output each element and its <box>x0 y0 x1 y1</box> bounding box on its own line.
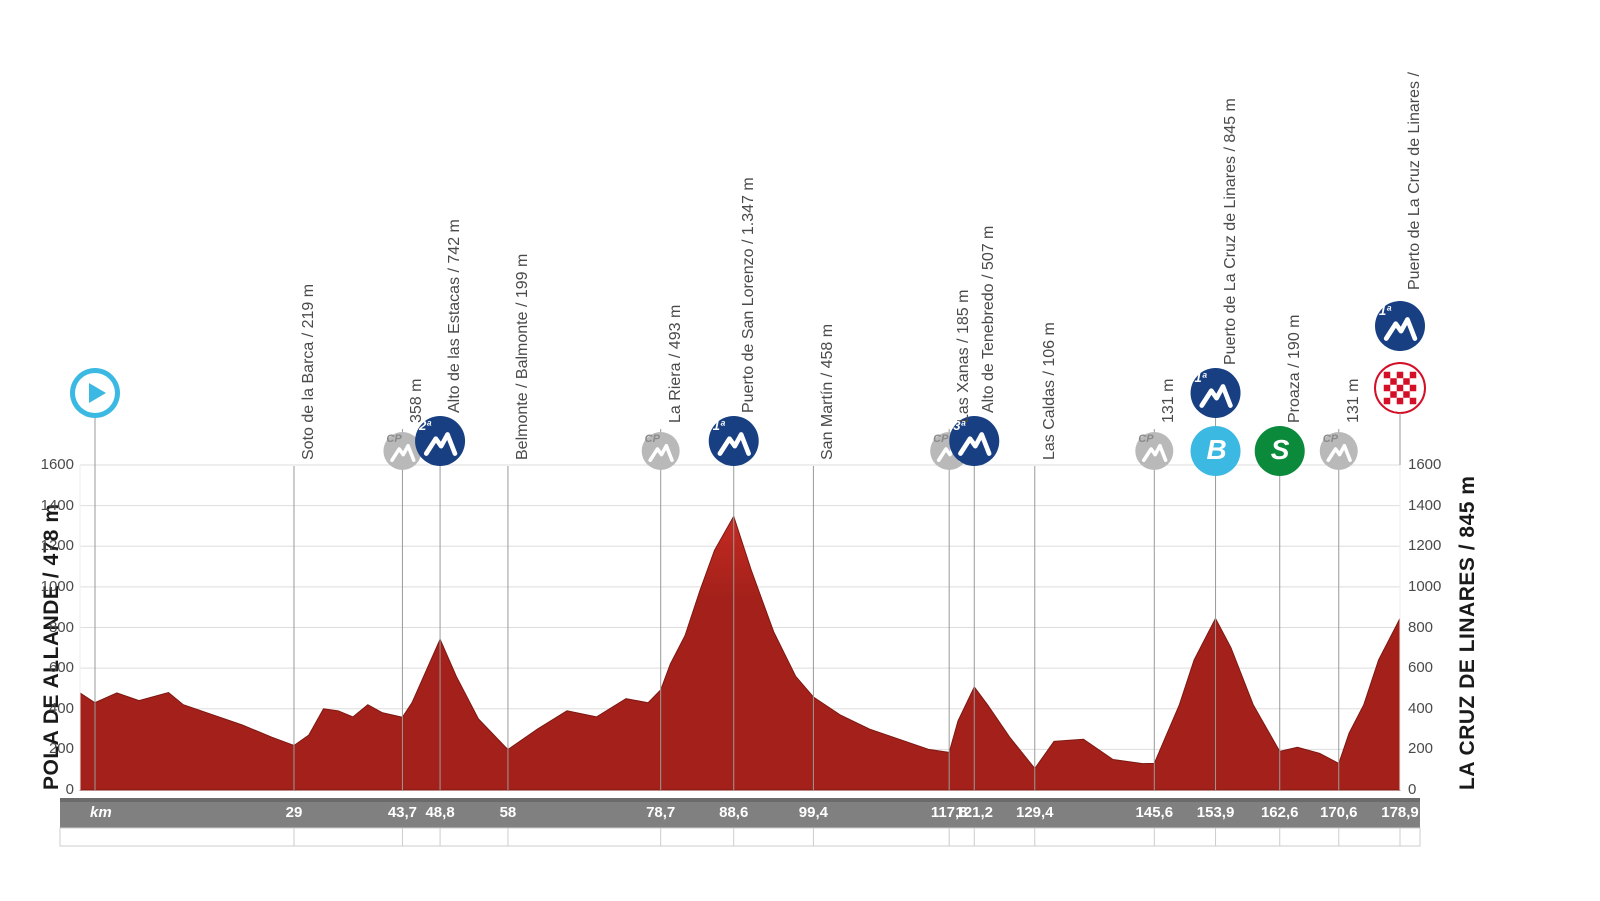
marker-label: 131 m <box>1160 379 1178 423</box>
y-tick-left: 600 <box>32 659 74 676</box>
sprint-badge-text: S <box>1271 434 1290 466</box>
elevation-profile-chart: POLA DE ALLANDE / 478 m LA CRUZ DE LINAR… <box>0 0 1600 901</box>
km-tick: 78,7 <box>646 804 675 821</box>
category-badge-text: 2ª <box>419 418 431 433</box>
km-tick: 178,9 <box>1381 804 1419 821</box>
marker-label: Puerto de La Cruz de Linares / 845 m <box>1222 98 1240 365</box>
marker-label: La Riera / 493 m <box>667 305 685 423</box>
marker-label: Alto de las Estacas / 742 m <box>446 219 464 413</box>
km-tick: 58 <box>500 804 517 821</box>
marker-label: 131 m <box>1345 379 1363 423</box>
marker-label: Proaza / 190 m <box>1286 315 1304 424</box>
y-tick-left: 1400 <box>32 497 74 514</box>
marker-label: Las Xanas / 185 m <box>955 290 973 423</box>
y-tick-left: 800 <box>32 619 74 636</box>
y-tick-right: 1600 <box>1408 456 1441 473</box>
category-badge-text: 1ª <box>713 418 725 433</box>
cp-badge-text: CP <box>386 433 401 445</box>
km-tick: 121,2 <box>955 804 993 821</box>
y-tick-right: 0 <box>1408 781 1416 798</box>
y-tick-right: 1400 <box>1408 497 1441 514</box>
km-tick: 88,6 <box>719 804 748 821</box>
cp-badge-text: CP <box>1323 433 1338 445</box>
marker-label: Alto de Tenebredo / 507 m <box>980 226 998 413</box>
marker-label: Las Caldas / 106 m <box>1041 322 1059 460</box>
cp-badge-text: CP <box>1138 433 1153 445</box>
y-tick-left: 1200 <box>32 537 74 554</box>
y-tick-left: 200 <box>32 740 74 757</box>
km-tick: 43,7 <box>388 804 417 821</box>
y-tick-left: 1600 <box>32 456 74 473</box>
marker-label: Puerto de La Cruz de Linares / <box>1406 72 1424 290</box>
km-axis-label: km <box>90 804 112 821</box>
cp-badge-text: CP <box>933 433 948 445</box>
finish-location-label: LA CRUZ DE LINARES / 845 m <box>1456 476 1480 790</box>
y-tick-right: 600 <box>1408 659 1433 676</box>
km-tick: 170,6 <box>1320 804 1358 821</box>
cp-badge-text: CP <box>645 433 660 445</box>
y-tick-left: 0 <box>32 781 74 798</box>
km-tick: 162,6 <box>1261 804 1299 821</box>
km-tick: 129,4 <box>1016 804 1054 821</box>
km-tick: 145,6 <box>1136 804 1174 821</box>
y-tick-right: 200 <box>1408 740 1433 757</box>
category-badge-text: 3ª <box>953 418 965 433</box>
y-tick-left: 1000 <box>32 578 74 595</box>
marker-label: Belmonte / Balmonte / 199 m <box>514 254 532 460</box>
km-tick: 48,8 <box>425 804 454 821</box>
category-badge-text: 1ª <box>1379 303 1391 318</box>
marker-label: San Martín / 458 m <box>819 324 837 460</box>
marker-label: Puerto de San Lorenzo / 1.347 m <box>740 177 758 413</box>
y-tick-left: 400 <box>32 700 74 717</box>
km-tick: 153,9 <box>1197 804 1235 821</box>
bonus-badge-text: B <box>1207 434 1227 466</box>
km-tick: 99,4 <box>799 804 828 821</box>
y-tick-right: 800 <box>1408 619 1433 636</box>
category-badge-text: 1ª <box>1195 370 1207 385</box>
y-tick-right: 1000 <box>1408 578 1441 595</box>
marker-label: Soto de la Barca / 219 m <box>300 284 318 460</box>
y-tick-right: 400 <box>1408 700 1433 717</box>
marker-label: 358 m <box>408 379 426 423</box>
y-tick-right: 1200 <box>1408 537 1441 554</box>
km-tick: 29 <box>286 804 303 821</box>
chart-svg <box>0 0 1600 901</box>
